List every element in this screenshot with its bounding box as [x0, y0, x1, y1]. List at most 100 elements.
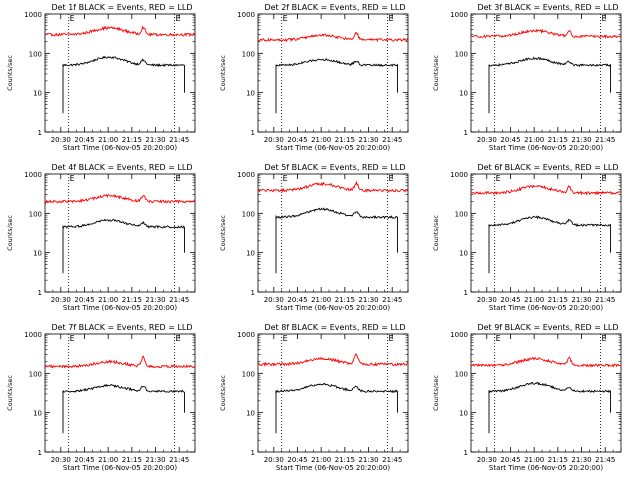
y-axis-label: Counts/sec: [219, 375, 227, 411]
y-axis-label: Counts/sec: [6, 215, 14, 251]
y-tick-label: 1000: [450, 11, 468, 19]
x-tick-label: 21:15: [548, 296, 568, 304]
time-marker-label: E: [601, 334, 606, 343]
y-tick-label: 1000: [450, 331, 468, 339]
x-tick-label: 21:15: [548, 136, 568, 144]
detector-panel-2: Det 2f BLACK = Events, RED = LLD 1 10 100 10…: [213, 0, 426, 160]
plot-frame: [470, 173, 622, 293]
plot-frame: [44, 13, 196, 133]
y-tick-label: 100: [29, 210, 42, 218]
x-axis-label: Start Time (06-Nov-05 20:20:00): [489, 144, 603, 152]
x-tick-label: 21:30: [571, 136, 591, 144]
y-tick-label: 1000: [24, 331, 42, 339]
lld-series-line: [470, 184, 622, 196]
chart-title: Det 1f BLACK = Events, RED = LLD: [51, 3, 192, 12]
lld-series-line: [44, 25, 196, 37]
x-tick-label: 21:30: [358, 456, 378, 464]
x-tick-label: 20:45: [74, 136, 94, 144]
y-tick-label: 1: [38, 129, 42, 137]
x-axis-label: Start Time (06-Nov-05 20:20:00): [489, 464, 603, 472]
x-tick-label: 20:30: [264, 296, 284, 304]
y-tick-label: 1: [38, 289, 42, 297]
chart-title: Det 4f BLACK = Events, RED = LLD: [51, 163, 192, 172]
x-tick-label: 21:15: [548, 456, 568, 464]
x-tick-label: 21:15: [335, 136, 355, 144]
detector-panel-6: Det 6f BLACK = Events, RED = LLD 1 10 100 10…: [426, 160, 639, 320]
x-axis-label: Start Time (06-Nov-05 20:20:00): [63, 464, 177, 472]
x-tick-label: 20:30: [51, 456, 71, 464]
detector-chart-7: Det 7f BLACK = Events, RED = LLD 1 10 100 10…: [6, 323, 196, 472]
y-tick-label: 100: [242, 370, 255, 378]
y-axis-label: Counts/sec: [219, 55, 227, 91]
x-tick-label: 21:15: [122, 136, 142, 144]
events-series-line: [62, 55, 185, 114]
detector-panel-4: Det 4f BLACK = Events, RED = LLD 1 10 100 10…: [0, 160, 213, 320]
detector-chart-9: Det 9f BLACK = Events, RED = LLD 1 10 100 10…: [432, 323, 622, 472]
lld-series-line: [44, 193, 196, 205]
events-series-line: [488, 381, 611, 434]
time-marker-label: E: [70, 174, 75, 183]
x-tick-label: 21:30: [145, 456, 165, 464]
chart-title: Det 9f BLACK = Events, RED = LLD: [477, 323, 618, 332]
time-marker-label: E: [496, 174, 501, 183]
detector-panel-8: Det 8f BLACK = Events, RED = LLD 1 10 100 10…: [213, 320, 426, 480]
chart-title: Det 8f BLACK = Events, RED = LLD: [264, 323, 405, 332]
x-tick-label: 21:00: [524, 456, 544, 464]
y-tick-label: 1000: [450, 171, 468, 179]
lld-series-line: [44, 355, 196, 369]
y-axis-label: Counts/sec: [219, 215, 227, 251]
lld-series-line: [257, 180, 409, 193]
x-axis-label: Start Time (06-Nov-05 20:20:00): [63, 144, 177, 152]
plot-frame: [257, 333, 409, 453]
x-axis-label: Start Time (06-Nov-05 20:20:00): [276, 304, 390, 312]
y-tick-label: 10: [459, 410, 468, 418]
y-tick-label: 10: [459, 250, 468, 258]
x-tick-label: 21:30: [358, 136, 378, 144]
events-series-line: [488, 56, 611, 114]
x-tick-label: 21:30: [145, 136, 165, 144]
chart-title: Det 5f BLACK = Events, RED = LLD: [264, 163, 405, 172]
x-tick-label: 21:00: [311, 136, 331, 144]
time-marker-label: E: [388, 174, 393, 183]
plot-frame: [257, 173, 409, 293]
plot-frame: [44, 173, 196, 293]
y-tick-label: 1: [251, 449, 255, 457]
lld-series-line: [257, 32, 409, 43]
x-axis-label: Start Time (06-Nov-05 20:20:00): [276, 144, 390, 152]
y-axis-label: Counts/sec: [6, 55, 14, 91]
detector-chart-4: Det 4f BLACK = Events, RED = LLD 1 10 100 10…: [6, 163, 196, 312]
x-tick-label: 21:45: [595, 136, 615, 144]
time-marker-label: E: [283, 14, 288, 23]
y-tick-label: 1000: [24, 11, 42, 19]
x-axis-label: Start Time (06-Nov-05 20:20:00): [276, 464, 390, 472]
lld-series-line: [257, 353, 409, 368]
plot-frame: [470, 333, 622, 453]
y-tick-label: 1: [251, 289, 255, 297]
x-tick-label: 21:00: [98, 456, 118, 464]
y-tick-label: 10: [246, 90, 255, 98]
detector-chart-5: Det 5f BLACK = Events, RED = LLD 1 10 100 10…: [219, 163, 409, 312]
y-tick-label: 1000: [237, 171, 255, 179]
lld-series-line: [470, 28, 622, 39]
y-tick-label: 100: [242, 210, 255, 218]
events-series-line: [488, 215, 611, 274]
detector-panel-9: Det 9f BLACK = Events, RED = LLD 1 10 100 10…: [426, 320, 639, 480]
time-marker-label: E: [388, 334, 393, 343]
x-tick-label: 21:15: [335, 456, 355, 464]
y-tick-label: 100: [29, 370, 42, 378]
x-tick-label: 21:00: [311, 456, 331, 464]
y-tick-label: 100: [455, 370, 468, 378]
y-tick-label: 10: [246, 410, 255, 418]
y-tick-label: 1: [464, 129, 468, 137]
x-tick-label: 21:30: [358, 296, 378, 304]
y-tick-label: 10: [246, 250, 255, 258]
x-tick-label: 20:45: [500, 296, 520, 304]
y-tick-label: 1: [38, 449, 42, 457]
y-tick-label: 10: [33, 410, 42, 418]
lld-series-line: [470, 356, 622, 368]
time-marker-label: E: [70, 14, 75, 23]
x-tick-label: 20:30: [51, 296, 71, 304]
detector-panel-1: Det 1f BLACK = Events, RED = LLD 1 10 100 10…: [0, 0, 213, 160]
y-tick-label: 10: [459, 90, 468, 98]
y-tick-label: 10: [33, 250, 42, 258]
